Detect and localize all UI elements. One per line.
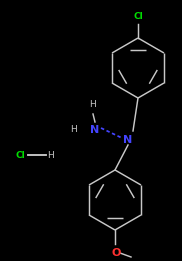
- Text: Cl: Cl: [133, 12, 143, 21]
- Text: H: H: [90, 100, 96, 109]
- Text: H: H: [48, 151, 54, 159]
- Text: H: H: [70, 126, 77, 134]
- Text: O: O: [111, 248, 121, 258]
- Text: N: N: [90, 125, 100, 135]
- Text: Cl: Cl: [15, 151, 25, 159]
- Text: N: N: [123, 135, 133, 145]
